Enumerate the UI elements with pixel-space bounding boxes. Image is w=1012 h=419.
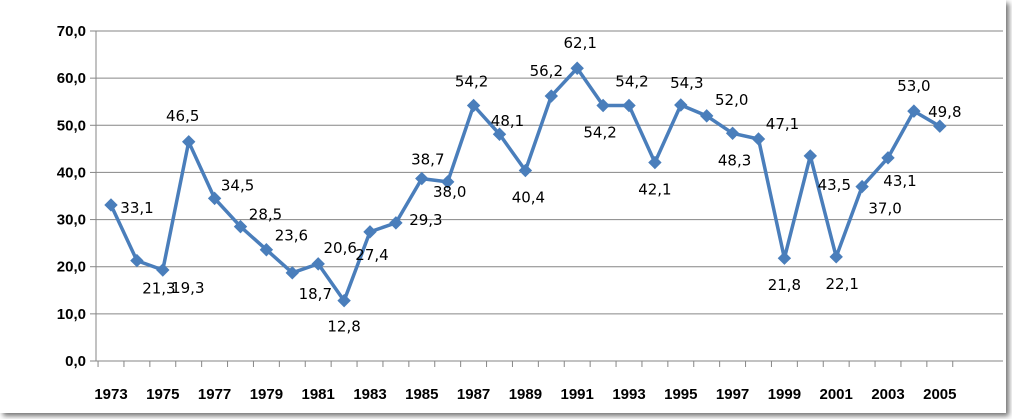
x-tick-label: 1993 <box>612 386 645 403</box>
data-point-marker <box>933 119 947 133</box>
data-label: 37,0 <box>868 200 901 218</box>
y-tick-label: 0,0 <box>65 353 86 370</box>
line-chart: 0,0 10,0 20,0 30,0 40,0 50,0 60,0 70,0 1973 1975… <box>57 23 1003 403</box>
data-point-marker <box>130 253 144 268</box>
data-label: 54,2 <box>455 72 488 90</box>
y-tick-label: 60,0 <box>57 70 86 87</box>
data-label: 43,5 <box>818 176 851 194</box>
data-point-marker <box>415 171 429 186</box>
data-label: 33,1 <box>120 199 153 217</box>
data-point-marker <box>699 109 714 123</box>
data-point-marker <box>570 61 584 75</box>
data-label: 46,5 <box>166 107 199 125</box>
data-label: 20,6 <box>323 239 356 257</box>
x-tick-label: 1995 <box>664 386 697 403</box>
x-tick-label: 1973 <box>94 386 127 403</box>
data-label: 42,1 <box>638 181 671 199</box>
chart-frame: 0,0 10,0 20,0 30,0 40,0 50,0 60,0 70,0 1973 1975… <box>56 23 1003 403</box>
data-label: 54,2 <box>615 72 648 90</box>
data-label: 40,4 <box>512 189 545 207</box>
y-tick-label: 70,0 <box>57 23 86 40</box>
y-tick-label: 40,0 <box>57 164 86 181</box>
data-point-marker <box>725 126 740 141</box>
data-point-marker <box>156 263 170 277</box>
x-tick-label: 1991 <box>561 386 594 403</box>
data-point-marker <box>907 104 921 118</box>
data-point-marker <box>596 98 610 113</box>
data-label: 38,0 <box>433 183 466 201</box>
data-point-marker <box>881 151 895 165</box>
data-point-marker <box>337 293 351 308</box>
data-point-marker <box>855 179 869 194</box>
data-labels: 33,1 21,319,3 46,5 34,5 28,5 23,6 18,7 20,6 12,8… <box>120 34 961 335</box>
data-label: 22,1 <box>825 275 858 293</box>
data-label: 19,3 <box>171 279 204 297</box>
data-point-marker <box>829 250 843 264</box>
data-point-marker <box>803 149 818 163</box>
x-tick-label: 1989 <box>509 386 542 403</box>
x-tick-label: 1981 <box>302 386 335 403</box>
data-point-marker <box>181 135 196 149</box>
data-point-marker <box>363 225 377 239</box>
data-label: 48,3 <box>718 151 751 169</box>
data-label: 34,5 <box>221 176 254 194</box>
data-label: 54,3 <box>670 74 703 92</box>
data-label: 38,7 <box>411 151 444 169</box>
data-point-marker <box>207 191 222 206</box>
data-label: 53,0 <box>897 77 930 95</box>
x-tick-label: 1987 <box>457 386 490 403</box>
axes <box>90 30 1003 367</box>
data-point-marker <box>285 266 300 280</box>
x-tick-label: 1979 <box>250 386 283 403</box>
x-tick-label: 2003 <box>871 386 904 403</box>
data-label: 12,8 <box>327 318 360 336</box>
data-point-marker <box>648 155 662 170</box>
y-tick-label: 20,0 <box>57 259 86 276</box>
data-point-marker <box>311 257 325 271</box>
y-tick-label: 30,0 <box>57 212 86 229</box>
data-label: 47,1 <box>766 115 799 133</box>
x-tick-label: 1983 <box>353 386 386 403</box>
x-tick-label: 1997 <box>716 386 749 403</box>
data-point-marker <box>622 98 636 113</box>
y-axis-tick-labels: 0,0 10,0 20,0 30,0 40,0 50,0 60,0 70,0 <box>57 23 86 370</box>
data-label: 28,5 <box>249 206 282 224</box>
gridlines <box>96 30 1003 315</box>
x-tick-label: 1999 <box>768 386 801 403</box>
data-point-marker <box>777 251 792 265</box>
series-markers <box>104 61 947 308</box>
data-label: 21,8 <box>768 276 801 294</box>
x-tick-label: 2005 <box>923 386 956 403</box>
data-label: 49,8 <box>928 103 961 121</box>
data-point-marker <box>440 175 455 189</box>
data-label: 23,6 <box>275 227 308 245</box>
data-point-marker <box>544 89 559 103</box>
data-label: 48,1 <box>491 112 524 130</box>
data-point-marker <box>518 163 533 178</box>
data-point-marker <box>233 219 248 234</box>
x-tick-label: 1985 <box>405 386 438 403</box>
data-label: 43,1 <box>883 172 916 190</box>
data-label: 54,2 <box>583 123 616 141</box>
data-label: 29,3 <box>409 211 442 229</box>
y-tick-label: 50,0 <box>57 117 86 134</box>
x-tick-label: 2001 <box>820 386 853 403</box>
data-point-marker <box>751 132 766 146</box>
data-label: 52,0 <box>715 91 748 109</box>
data-point-marker <box>466 98 481 113</box>
y-tick-label: 10,0 <box>57 306 86 323</box>
data-label: 18,7 <box>299 285 332 303</box>
data-label: 62,1 <box>563 34 596 52</box>
data-label: 21,3 <box>142 280 175 298</box>
data-label: 56,2 <box>530 62 563 80</box>
data-point-marker <box>389 216 403 230</box>
x-axis-tick-labels: 1973 1975 1977 1979 1981 1983 1985 1987 1989 1991… <box>94 386 956 403</box>
data-point-marker <box>492 127 507 141</box>
data-point-marker <box>104 198 118 212</box>
data-label: 27,4 <box>355 246 388 264</box>
data-point-marker <box>259 243 274 257</box>
x-tick-label: 1975 <box>146 386 179 403</box>
data-point-marker <box>674 98 688 112</box>
x-tick-label: 1977 <box>198 386 231 403</box>
